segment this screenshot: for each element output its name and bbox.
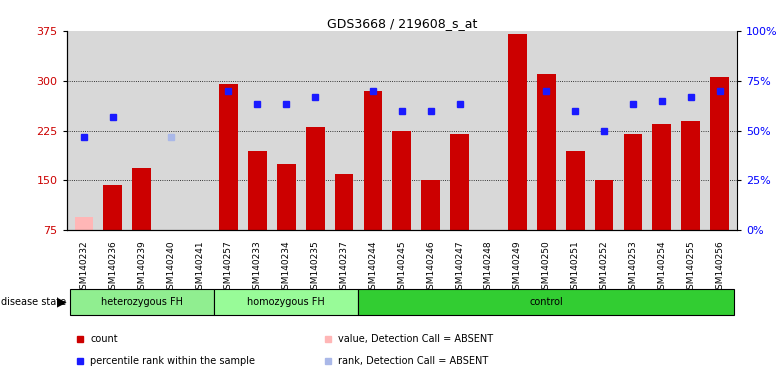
Bar	[214, 290, 358, 315]
Bar	[335, 174, 354, 230]
Bar	[623, 134, 642, 230]
Bar	[566, 151, 585, 230]
Bar	[70, 290, 214, 315]
Bar	[364, 91, 383, 230]
Bar	[248, 151, 267, 230]
Bar	[393, 131, 411, 230]
Text: disease state: disease state	[1, 297, 66, 308]
Bar	[358, 290, 734, 315]
Bar	[652, 124, 671, 230]
Bar	[132, 169, 151, 230]
Bar	[306, 127, 325, 230]
Bar	[681, 121, 700, 230]
Bar	[103, 185, 122, 230]
Text: count: count	[90, 334, 118, 344]
Title: GDS3668 / 219608_s_at: GDS3668 / 219608_s_at	[327, 17, 477, 30]
Text: percentile rank within the sample: percentile rank within the sample	[90, 356, 255, 366]
Bar	[450, 134, 469, 230]
Text: homozygous FH: homozygous FH	[248, 297, 325, 308]
Bar	[421, 180, 440, 230]
Text: ▶: ▶	[57, 296, 67, 309]
Bar	[74, 217, 93, 230]
Bar	[710, 77, 729, 230]
Bar	[508, 34, 527, 230]
Bar	[277, 164, 296, 230]
Bar	[219, 84, 238, 230]
Bar	[537, 74, 556, 230]
Bar	[594, 180, 613, 230]
Text: value, Detection Call = ABSENT: value, Detection Call = ABSENT	[338, 334, 493, 344]
Text: heterozygous FH: heterozygous FH	[101, 297, 183, 308]
Text: control: control	[529, 297, 563, 308]
Text: rank, Detection Call = ABSENT: rank, Detection Call = ABSENT	[338, 356, 488, 366]
